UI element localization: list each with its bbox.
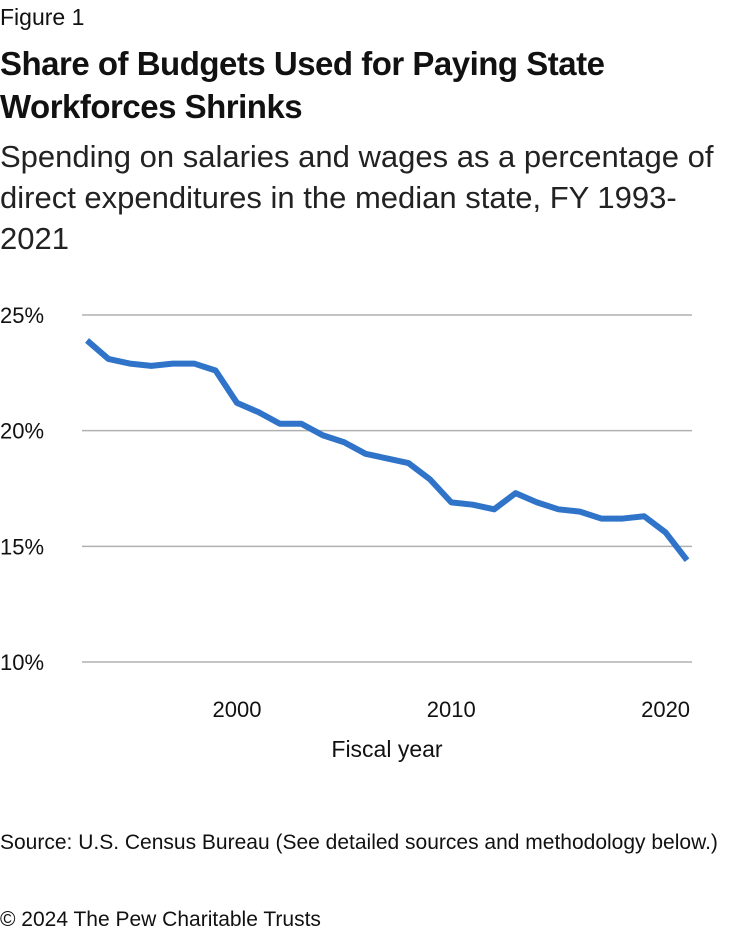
gridlines [82, 314, 692, 663]
chart-title: Share of Budgets Used for Paying State W… [0, 45, 605, 125]
x-tick-label: 2000 [213, 697, 262, 722]
figure-label: Figure 1 [0, 4, 85, 30]
y-tick-label: 20% [0, 419, 44, 444]
y-axis-tick-labels: 10% 15% 20% 25% [0, 303, 44, 675]
series-lines [85, 338, 690, 563]
x-tick-label: 2010 [427, 697, 476, 722]
x-tick-label: 2020 [641, 697, 690, 722]
y-tick-label: 25% [0, 303, 44, 328]
source-note: Source: U.S. Census Bureau (See detailed… [0, 831, 718, 854]
y-tick-label: 10% [0, 650, 44, 675]
y-tick-label: 15% [0, 534, 44, 559]
x-axis-label: Fiscal year [331, 736, 443, 762]
x-axis-tick-labels: 2000 2010 2020 [213, 697, 691, 722]
line-chart: 10% 15% 20% 25% 2000 2010 2020 Fiscal year [0, 303, 692, 762]
chart-subtitle: Spending on salaries and wages as a perc… [0, 139, 714, 256]
series-line [85, 338, 690, 563]
copyright: © 2024 The Pew Charitable Trusts [0, 908, 321, 931]
